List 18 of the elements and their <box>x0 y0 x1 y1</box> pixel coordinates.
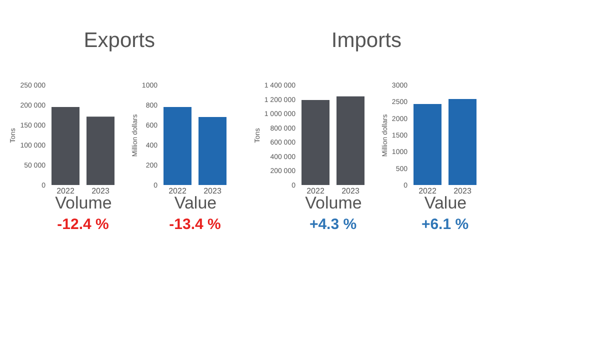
x-tick-label: 2022 <box>168 186 187 196</box>
x-tick-label: 2022 <box>56 186 75 196</box>
x-axis-title: Value <box>174 194 217 212</box>
x-tick-label: 2023 <box>204 186 222 196</box>
x-tick-label: 2023 <box>342 186 360 196</box>
chart-title: Imports <box>331 29 402 52</box>
x-tick-label: 2023 <box>454 186 472 196</box>
text: +6.1 % <box>421 216 469 233</box>
chart-title: Exports <box>84 29 155 52</box>
text: -13.4 % <box>169 216 221 233</box>
x-tick-label: 2023 <box>92 186 110 196</box>
x-axis-title: Volume <box>305 194 362 212</box>
x-axis-title: Value <box>424 194 467 212</box>
x-tick-label: 2022 <box>418 186 437 196</box>
text: -12.4 % <box>57 216 109 233</box>
x-axis-title: Volume <box>55 194 112 212</box>
x-tick-label: 2022 <box>306 186 325 196</box>
text: +4.3 % <box>309 216 357 233</box>
